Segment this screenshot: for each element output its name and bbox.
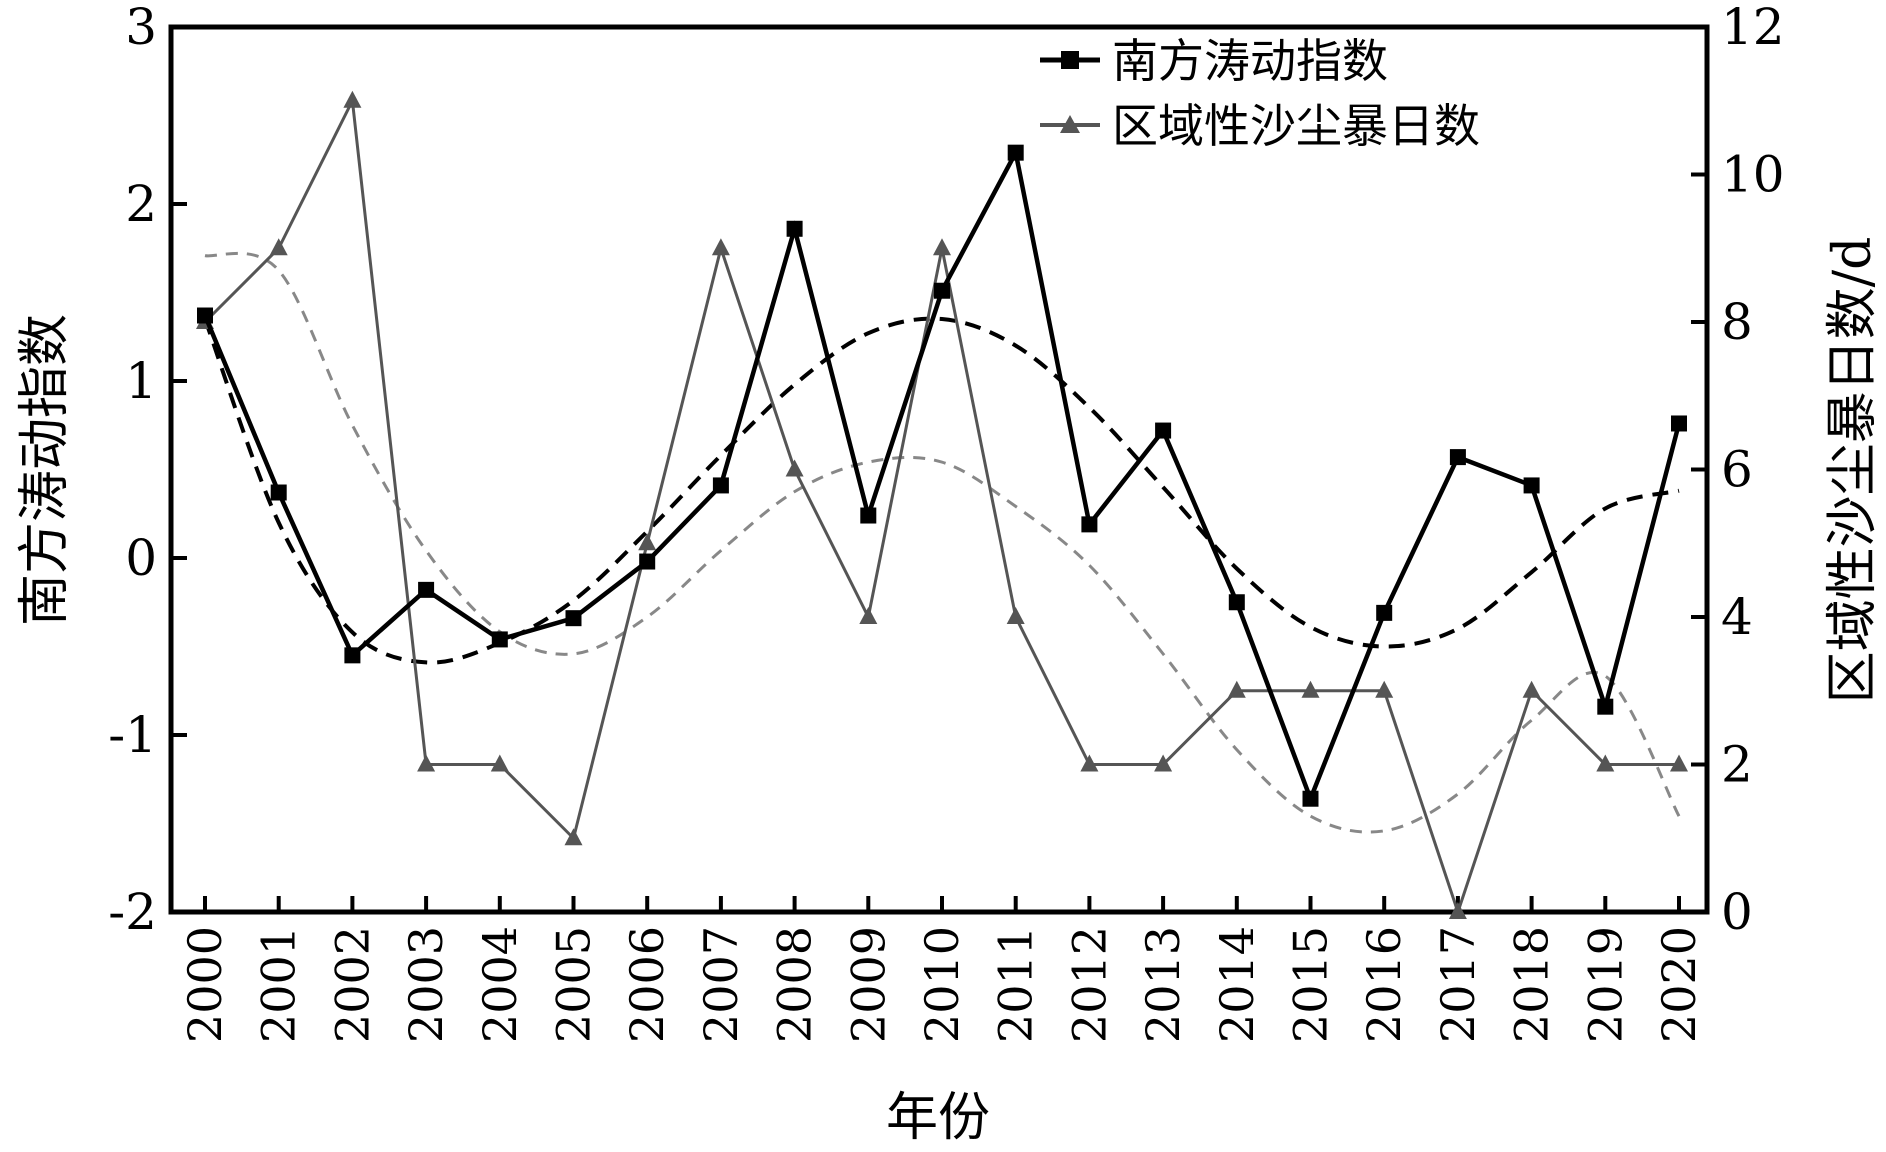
x-tick-label: 2005	[547, 926, 601, 1043]
left-tick-label: -1	[108, 706, 157, 764]
x-tick-label: 2019	[1578, 926, 1632, 1043]
right-tick-label: 0	[1721, 883, 1753, 941]
y-right-axis-label: 区域性沙尘暴日数/d	[1823, 237, 1883, 704]
data-point-soi	[1007, 144, 1024, 161]
right-tick-label: 6	[1721, 441, 1753, 499]
data-point-soi	[934, 282, 950, 299]
data-point-dust	[1006, 607, 1025, 624]
x-tick-label: 2008	[768, 926, 822, 1043]
data-point-soi	[270, 484, 287, 501]
x-tick-label: 2004	[473, 926, 527, 1043]
data-point-dust	[564, 828, 583, 846]
left-tick-label: 0	[125, 529, 157, 587]
data-point-soi	[1597, 698, 1614, 715]
data-point-soi	[344, 647, 361, 664]
data-point-dust	[711, 238, 730, 256]
data-point-soi	[1081, 516, 1098, 533]
data-point-dust	[1227, 680, 1246, 698]
right-tick-label: 10	[1721, 146, 1785, 204]
series-soi	[197, 144, 1687, 807]
data-point-dust	[638, 533, 657, 551]
data-point-dust	[1080, 754, 1099, 772]
x-tick-label: 2018	[1505, 926, 1559, 1043]
x-tick-label: 2002	[325, 926, 379, 1043]
data-series	[196, 90, 1688, 919]
x-tick-label: 2012	[1062, 926, 1116, 1043]
x-tick-label: 2015	[1284, 926, 1338, 1043]
x-tick-label: 2020	[1652, 926, 1706, 1043]
data-point-soi	[1523, 477, 1540, 494]
data-point-soi	[1155, 422, 1172, 439]
trend-line-dust	[204, 251, 1681, 834]
right-tick-label: 12	[1721, 0, 1785, 56]
right-axis-ticks: 0 2 4 6 8 10 12	[1691, 0, 1785, 941]
trend-line-soi	[203, 316, 1680, 665]
data-point-dust	[417, 754, 436, 772]
data-point-soi	[786, 220, 803, 237]
data-point-dust	[490, 754, 509, 772]
data-point-soi	[491, 631, 508, 648]
left-axis-ticks: -2 -1 0 1 2 3	[108, 0, 187, 941]
legend-label-soi: 南方涛动指数	[1112, 34, 1388, 88]
x-tick-label: 2009	[841, 926, 895, 1043]
data-point-soi	[1449, 449, 1466, 466]
left-tick-label: 3	[125, 0, 157, 56]
data-point-dust	[1154, 754, 1173, 772]
data-point-dust	[785, 459, 804, 477]
data-point-dust	[859, 607, 878, 624]
right-tick-label: 2	[1721, 736, 1753, 794]
y-left-axis-label: 南方涛动指数	[15, 314, 75, 626]
data-point-dust	[1522, 680, 1541, 698]
x-tick-label: 2013	[1136, 926, 1190, 1043]
data-point-soi	[418, 581, 435, 598]
left-tick-label: -2	[108, 883, 157, 941]
legend-item-soi: 南方涛动指数	[1040, 34, 1388, 88]
x-tick-label: 2006	[620, 926, 674, 1043]
x-tick-label: 2017	[1431, 926, 1485, 1043]
data-point-soi	[1302, 790, 1319, 807]
data-point-soi	[860, 507, 877, 524]
plot-frame	[168, 24, 1710, 915]
x-tick-label: 2007	[694, 926, 748, 1043]
legend-item-dust: 区域性沙尘暴日数	[1040, 99, 1480, 153]
data-point-soi	[565, 610, 582, 627]
series-line-dust	[203, 95, 1679, 917]
x-tick-label: 2010	[915, 926, 969, 1043]
left-tick-label: 1	[125, 352, 157, 410]
trend-lines	[203, 251, 1681, 834]
x-tick-label: 2014	[1210, 926, 1264, 1043]
legend-marker-square	[1061, 51, 1079, 69]
right-tick-label: 4	[1721, 588, 1753, 646]
data-point-dust	[1596, 754, 1615, 772]
x-tick-label: 2003	[399, 926, 453, 1043]
series-dust	[196, 90, 1688, 919]
left-tick-label: 2	[125, 175, 157, 233]
legend-marker-triangle	[1060, 115, 1080, 133]
x-tick-label: 2016	[1357, 926, 1411, 1043]
data-point-soi	[1228, 594, 1245, 611]
data-point-soi	[712, 477, 729, 494]
data-point-dust	[1301, 680, 1320, 698]
data-point-soi	[639, 553, 656, 570]
legend-label-dust: 区域性沙尘暴日数	[1112, 99, 1480, 153]
legend: 南方涛动指数 区域性沙尘暴日数	[1040, 34, 1480, 153]
right-tick-label: 8	[1721, 293, 1753, 351]
data-point-dust	[269, 238, 288, 256]
x-axis-label: 年份	[886, 1088, 990, 1148]
data-point-soi	[197, 307, 213, 324]
data-point-dust	[1670, 754, 1688, 772]
data-point-soi	[1671, 415, 1687, 432]
data-point-soi	[1376, 604, 1393, 621]
x-tick-label: 2001	[252, 926, 306, 1043]
data-point-dust	[343, 90, 362, 108]
data-point-dust	[933, 238, 951, 256]
x-axis-ticks: 2000 2001 2002 2003 2004 2005 2006 2007 2008 2009…	[178, 896, 1706, 1043]
data-point-dust	[1375, 680, 1394, 698]
x-tick-label: 2000	[178, 926, 232, 1043]
x-tick-label: 2011	[989, 926, 1043, 1043]
data-point-dust	[1448, 902, 1467, 919]
